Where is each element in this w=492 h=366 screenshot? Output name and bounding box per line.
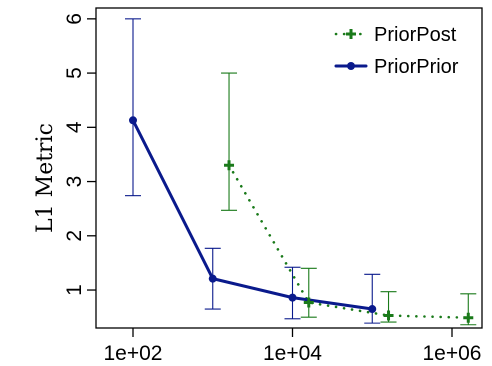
legend-priorpost-marker: [346, 29, 356, 39]
x-tick-label: 1e+06: [423, 342, 482, 365]
priorprior-point: [368, 305, 377, 314]
y-tick-label: 6: [63, 13, 86, 25]
y-tick-label: 1: [63, 284, 86, 296]
y-tick-label: 4: [63, 121, 86, 133]
y-tick-label: 5: [63, 67, 86, 79]
axis-ticks: 1 2 3 4 5 6 1e+02 1e+04 1e+06: [63, 13, 481, 365]
legend-priorprior-marker: [347, 62, 355, 70]
priorpost-point: [463, 312, 474, 323]
plot-frame: [95, 7, 483, 329]
error-bars: [125, 18, 477, 326]
priorprior-series-line: [131, 118, 374, 311]
priorprior-point: [129, 116, 137, 125]
legend: PriorPost PriorPrior: [334, 24, 459, 78]
y-tick-label: 2: [63, 230, 86, 242]
legend-priorpost-label: PriorPost: [374, 24, 457, 46]
priorprior-point: [288, 293, 297, 302]
priorpost-point: [303, 297, 314, 308]
legend-priorprior-label: PriorPrior: [374, 56, 459, 78]
x-tick-label: 1e+04: [263, 342, 322, 365]
priorprior-point: [208, 274, 217, 283]
y-axis-title: L1 Metric: [33, 123, 58, 233]
series-markers: [129, 116, 474, 323]
y-tick-label: 3: [63, 176, 86, 188]
x-tick-label: 1e+02: [104, 342, 163, 365]
priorpost-series-line: [227, 163, 470, 319]
series-lines: [131, 118, 470, 319]
priorpost-point: [224, 160, 235, 171]
y-axis-title-group: L1 Metric: [33, 123, 58, 233]
priorpost-point: [383, 310, 394, 321]
